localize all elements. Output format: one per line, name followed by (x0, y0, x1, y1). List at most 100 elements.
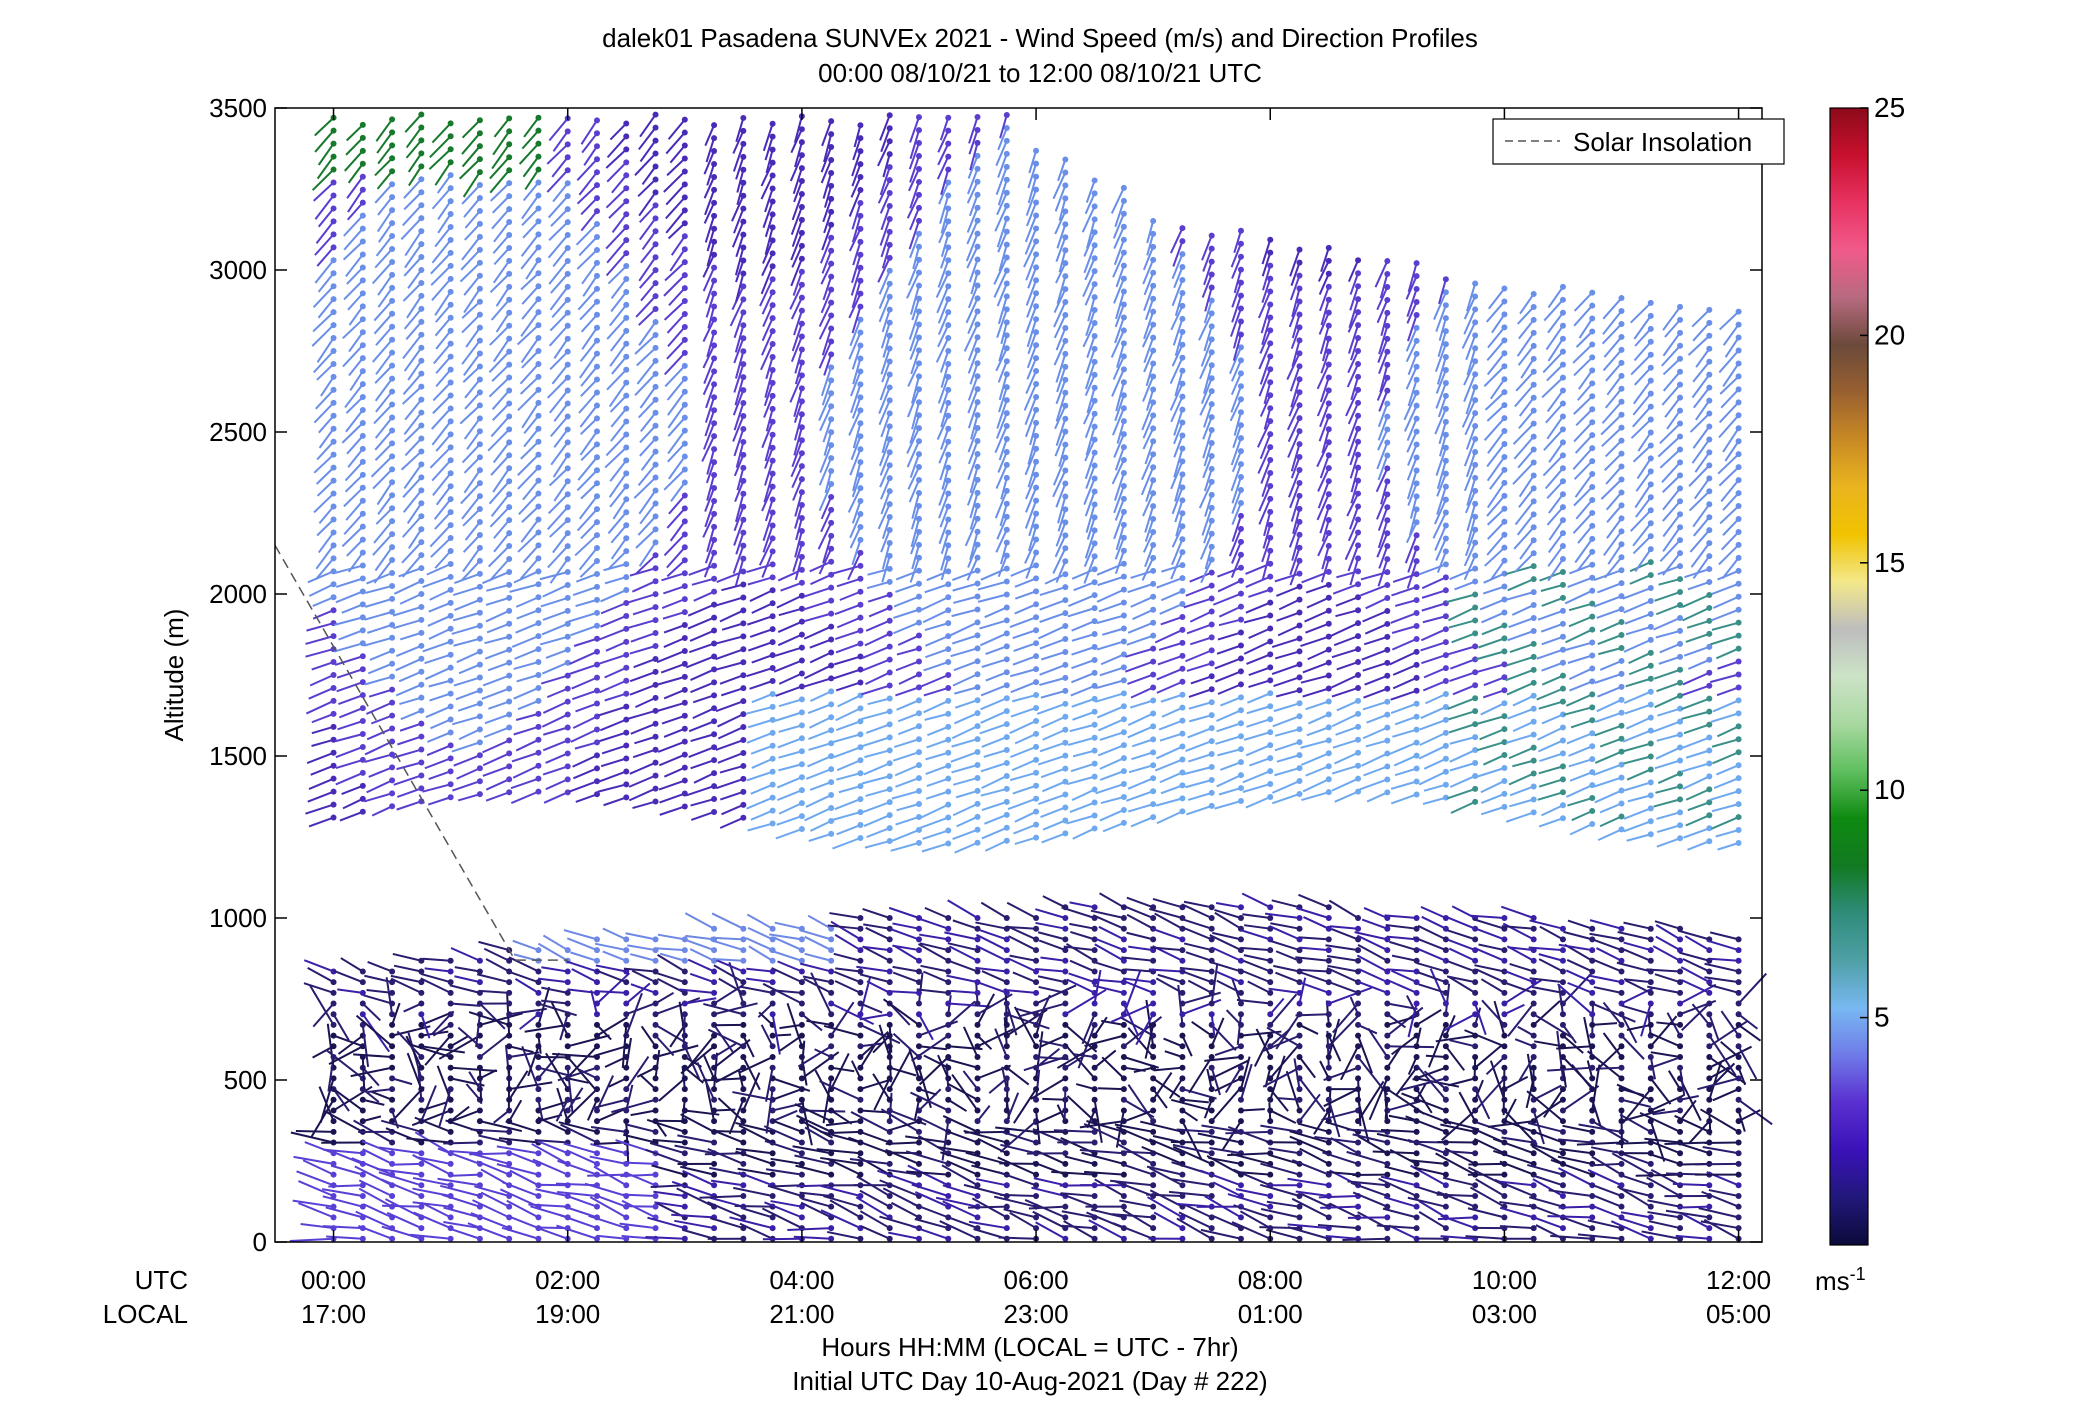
wind-barb (629, 670, 656, 683)
wind-barb (374, 378, 393, 402)
wind-barb (391, 1086, 425, 1122)
wind-barb-dot (593, 389, 600, 396)
wind-barb-dot (711, 1043, 718, 1050)
wind-barb-dot (681, 968, 688, 975)
wind-barb-dot (681, 440, 688, 447)
wind-barb-dot (857, 757, 864, 764)
wind-barb-dot (974, 1000, 981, 1007)
wind-barb-dot (418, 1021, 425, 1028)
wind-barb (680, 1113, 715, 1133)
wind-barb-dot (1033, 497, 1040, 504)
wind-barb-dot (769, 1086, 776, 1093)
wind-barb (610, 291, 628, 313)
wind-barb-dot (476, 130, 483, 137)
wind-barb-dot (1091, 1021, 1098, 1028)
wind-barb (803, 977, 832, 994)
wind-barb-dot (740, 231, 747, 238)
wind-barb-dot (623, 677, 630, 684)
wind-barb-dot (915, 788, 922, 795)
wind-barb (732, 143, 745, 172)
wind-barb-dot (330, 723, 337, 730)
wind-barb-dot (506, 1000, 513, 1007)
wind-barb (362, 1098, 385, 1106)
wind-barb (735, 441, 745, 468)
wind-barb (684, 1066, 704, 1084)
wind-barb (733, 506, 745, 532)
wind-barb-dot (740, 114, 747, 121)
wind-barb (862, 945, 891, 962)
wind-barb-dot (652, 228, 659, 235)
wind-barb-dot (974, 723, 981, 730)
wind-barb-dot (857, 186, 864, 193)
wind-barb (377, 274, 393, 296)
wind-barb (398, 670, 422, 683)
wind-barb-dot (330, 607, 337, 614)
wind-barb-dot (1033, 471, 1040, 478)
wind-barb-dot (945, 335, 952, 342)
wind-barb-dot (535, 205, 542, 212)
wind-barb-dot (447, 612, 454, 619)
wind-barb (592, 1098, 627, 1110)
wind-barb (806, 1019, 832, 1026)
wind-barb (702, 319, 715, 343)
wind-barb-dot (359, 743, 366, 750)
wind-barb (313, 402, 335, 424)
wind-barb (406, 1137, 451, 1144)
wind-barb (852, 423, 862, 449)
wind-barb-dot (447, 146, 454, 153)
wind-barb-dot (1091, 618, 1098, 625)
wind-barb-dot (564, 646, 571, 653)
wind-barb (835, 967, 861, 973)
wind-barb (481, 687, 510, 700)
wind-barb-dot (798, 333, 805, 340)
wind-barb (435, 368, 452, 388)
wind-barb (464, 223, 481, 241)
wind-barb-dot (857, 614, 864, 621)
wind-barb-dot (447, 405, 454, 412)
wind-barb-dot (623, 340, 630, 347)
wind-barb (765, 149, 774, 174)
wind-barb (709, 1166, 744, 1176)
wind-barb (576, 184, 598, 205)
wind-barb (549, 286, 569, 311)
wind-barb-dot (769, 613, 776, 620)
wind-barb-dot (564, 556, 571, 563)
wind-barb (880, 477, 891, 500)
wind-barb (848, 409, 862, 436)
wind-barb (434, 291, 452, 316)
wind-barb (851, 163, 862, 187)
wind-barb-dot (857, 809, 864, 816)
wind-barb (395, 657, 422, 672)
wind-barb-dot (359, 795, 366, 802)
wind-barb-dot (535, 989, 542, 996)
wind-barb (553, 402, 569, 422)
wind-barb-dot (1091, 475, 1098, 482)
wind-barb (375, 507, 393, 525)
wind-barb-dot (1062, 1160, 1069, 1167)
wind-barb-dot (389, 336, 396, 343)
wind-barb-dot (798, 1000, 805, 1007)
wind-barb-dot (535, 723, 542, 730)
wind-barb-dot (681, 557, 688, 564)
wind-barb (780, 581, 803, 592)
wind-barb-dot (418, 409, 425, 416)
wind-barb-dot (506, 270, 513, 277)
wind-barb-dot (915, 593, 922, 600)
wind-barb-dot (593, 609, 600, 616)
wind-barb-dot (945, 620, 952, 627)
wind-barb (721, 622, 744, 631)
wind-barb (557, 1159, 598, 1176)
wind-barb-dot (798, 514, 805, 521)
wind-barb (305, 635, 334, 645)
wind-barb-dot (652, 435, 659, 442)
wind-barb (509, 1051, 540, 1058)
wind-barb (734, 247, 745, 276)
wind-barb (298, 1180, 334, 1197)
wind-barb (776, 594, 803, 609)
wind-barb-dot (1033, 342, 1040, 349)
wind-barb-dot (740, 968, 747, 975)
wind-barb-dot (857, 1096, 864, 1103)
wind-barb-dot (798, 1150, 805, 1157)
wind-barb (704, 539, 716, 564)
wind-barb-dot (652, 370, 659, 377)
